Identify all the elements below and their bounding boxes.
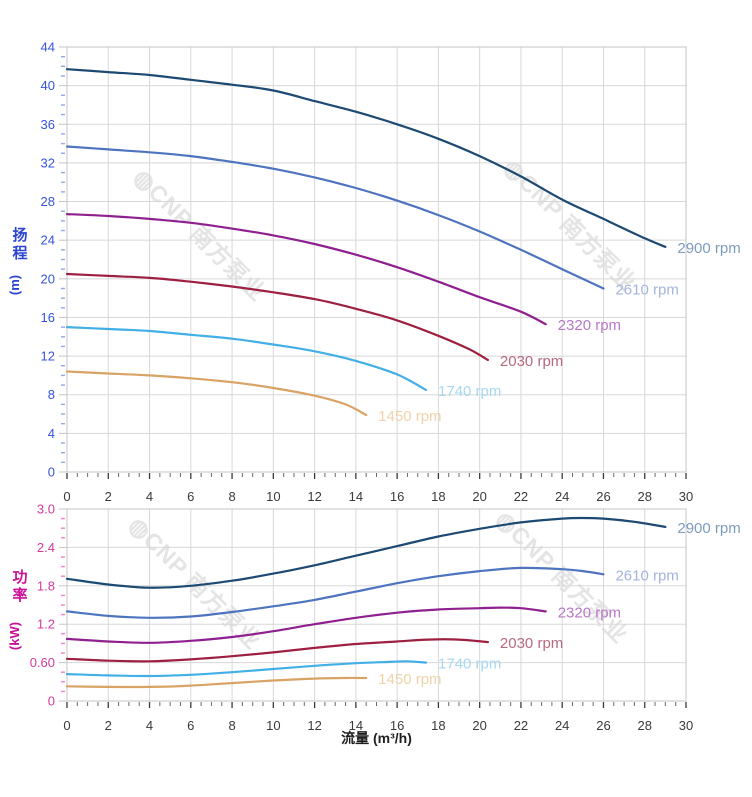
- curve-power-curve-chart-2610-rpm: [65, 566, 605, 619]
- x-tick-label: 30: [679, 718, 693, 733]
- y-axis-unit: (kW): [7, 622, 22, 650]
- y-tick-label: 12: [41, 349, 55, 364]
- curve-label-2320-rpm: 2320 rpm: [558, 317, 621, 334]
- curve-head-curve-chart-2900-rpm: [65, 68, 667, 248]
- x-tick-label: 8: [228, 718, 235, 733]
- x-tick-label: 0: [63, 718, 70, 733]
- y-tick-label: 16: [41, 310, 55, 325]
- y-tick-label: 4: [48, 426, 55, 441]
- plot-frame: [66, 508, 687, 702]
- y-tick-label: 0.60: [30, 655, 55, 670]
- x-tick-label: 24: [555, 718, 569, 733]
- x-tick-label: 18: [431, 718, 445, 733]
- y-tick-label: 40: [41, 78, 55, 93]
- x-tick-label: 28: [637, 489, 651, 504]
- x-tick-label: 2: [105, 718, 112, 733]
- x-tick-label: 10: [266, 718, 280, 733]
- plot-frame: [66, 46, 687, 473]
- x-axis-title: 流量 (m³/h): [341, 730, 412, 746]
- y-tick-label: 44: [41, 40, 55, 55]
- y-axis-title: 扬: [12, 226, 27, 244]
- x-tick-label: 20: [472, 489, 486, 504]
- x-tick-label: 14: [349, 489, 363, 504]
- y-tick-label: 3.0: [37, 502, 55, 517]
- curve-head-curve-chart-2610-rpm: [65, 145, 605, 290]
- x-tick-label: 18: [431, 489, 445, 504]
- curve-label-1450-rpm: 1450 rpm: [378, 408, 441, 425]
- y-axis-title: 功: [12, 569, 27, 586]
- x-tick-label: 4: [146, 489, 153, 504]
- curve-label-1740-rpm: 1740 rpm: [438, 383, 501, 400]
- y-tick-label: 20: [41, 271, 55, 286]
- curve-label-2900-rpm: 2900 rpm: [677, 520, 740, 537]
- curve-label-2900-rpm: 2900 rpm: [677, 240, 740, 257]
- y-axis-title: 程: [12, 245, 27, 262]
- x-tick-label: 28: [637, 718, 651, 733]
- x-tick-label: 16: [390, 489, 404, 504]
- x-tick-label: 8: [228, 489, 235, 504]
- y-tick-label: 32: [41, 155, 55, 170]
- x-tick-label: 24: [555, 489, 569, 504]
- x-tick-label: 2: [105, 489, 112, 504]
- y-tick-label: 1.8: [37, 578, 55, 593]
- curve-label-2030-rpm: 2030 rpm: [500, 635, 563, 652]
- curve-label-2030-rpm: 2030 rpm: [500, 353, 563, 370]
- curve-label-2320-rpm: 2320 rpm: [558, 604, 621, 621]
- curve-head-curve-chart-2030-rpm: [65, 272, 489, 362]
- curve-power-curve-chart-1450-rpm: [65, 676, 368, 689]
- curve-power-curve-chart-1740-rpm: [65, 660, 428, 678]
- x-tick-label: 0: [63, 489, 70, 504]
- x-tick-label: 30: [679, 489, 693, 504]
- power-curve-chart: 00.601.21.82.43.00 2 4 6 8 10 12 14 16 18 20 22 24 26…: [7, 502, 741, 747]
- y-tick-label: 28: [41, 194, 55, 209]
- y-tick-label: 2.4: [37, 540, 55, 555]
- y-axis-title: 率: [12, 586, 27, 604]
- curve-head-curve-chart-1450-rpm: [65, 370, 368, 417]
- y-tick-label: 36: [41, 117, 55, 132]
- curve-head-curve-chart-1740-rpm: [65, 326, 428, 391]
- y-tick-label: 8: [48, 387, 55, 402]
- y-tick-label: 0: [48, 694, 55, 709]
- curve-label-2610-rpm: 2610 rpm: [615, 281, 678, 298]
- curve-power-curve-chart-2900-rpm: [65, 516, 667, 589]
- curve-power-curve-chart-2030-rpm: [65, 638, 489, 663]
- y-tick-label: 24: [41, 233, 55, 248]
- x-tick-label: 26: [596, 718, 610, 733]
- x-tick-label: 22: [514, 489, 528, 504]
- x-tick-label: 26: [596, 489, 610, 504]
- curve-head-curve-chart-2320-rpm: [65, 213, 547, 326]
- x-tick-label: 6: [187, 718, 194, 733]
- x-tick-label: 12: [307, 718, 321, 733]
- x-tick-label: 4: [146, 718, 153, 733]
- x-tick-label: 14: [349, 718, 363, 733]
- curve-label-1450-rpm: 1450 rpm: [378, 671, 441, 688]
- y-tick-label: 1.2: [37, 617, 55, 632]
- y-axis-unit: (m): [7, 275, 22, 295]
- x-tick-label: 22: [514, 718, 528, 733]
- curve-label-1740-rpm: 1740 rpm: [438, 656, 501, 673]
- x-tick-label: 10: [266, 489, 280, 504]
- y-tick-label: 0: [48, 465, 55, 480]
- x-tick-label: 20: [472, 718, 486, 733]
- x-tick-label: 6: [187, 489, 194, 504]
- x-tick-label: 12: [307, 489, 321, 504]
- curve-label-2610-rpm: 2610 rpm: [615, 567, 678, 584]
- curve-power-curve-chart-2320-rpm: [65, 606, 547, 644]
- x-tick-label: 16: [390, 718, 404, 733]
